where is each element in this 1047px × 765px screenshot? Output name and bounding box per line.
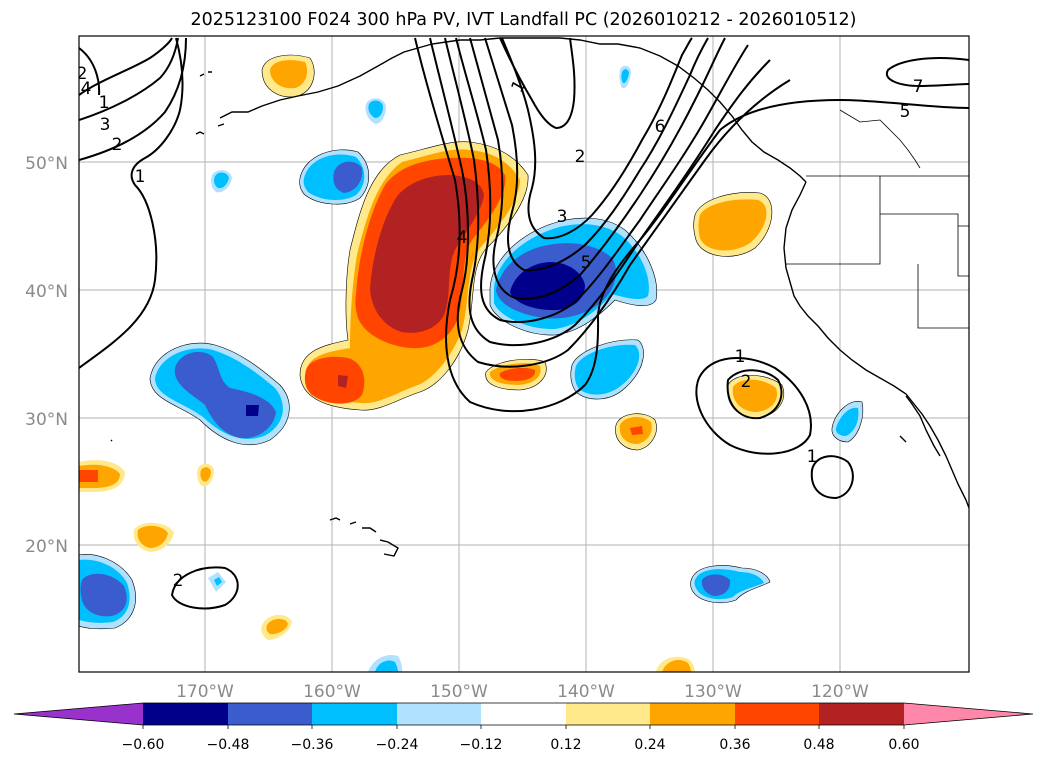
contour-label: 1 — [99, 93, 110, 113]
colorbar-tick-label: 0.36 — [719, 737, 750, 753]
lat-label: 50°N — [25, 154, 68, 174]
political-borders — [786, 109, 969, 329]
contour-label: 2 — [173, 571, 184, 591]
contour-labels: 1 2 3 4 5 6 7 5 4 3 2 1 1 2 1 2 1 2 — [77, 64, 924, 591]
contour-label: 1 — [735, 347, 746, 367]
contour-label: 2 — [575, 147, 586, 167]
contour-label: 6 — [655, 117, 666, 137]
pv-contours — [79, 37, 969, 610]
colorbar-bin — [819, 703, 904, 725]
colorbar-extend-min — [14, 703, 143, 725]
colorbar-tick-label: 0.60 — [888, 737, 919, 753]
lat-label: 20°N — [25, 537, 68, 557]
map-title: 2025123100 F024 300 hPa PV, IVT Landfall… — [190, 10, 857, 30]
contour-label: 7 — [913, 77, 924, 97]
colorbar-tick-label: 0.24 — [634, 737, 665, 753]
coastlines — [110, 37, 969, 557]
lat-label: 30°N — [25, 410, 68, 430]
colorbar-tick-label: −0.36 — [291, 737, 334, 753]
colorbar-tick-label: −0.60 — [122, 737, 165, 753]
colorbar-tick-label: −0.24 — [376, 737, 419, 753]
contour-label: 5 — [581, 253, 592, 273]
colorbar-tick-label: −0.48 — [207, 737, 250, 753]
contour-label: 1 — [807, 447, 818, 467]
lon-label: 160°W — [303, 682, 361, 702]
colorbar-bin — [397, 703, 481, 725]
map-frame — [78, 35, 970, 673]
coastline-hawaii — [329, 517, 399, 557]
colorbar-tick-label: 0.12 — [550, 737, 581, 753]
colorbar-bin — [735, 703, 819, 725]
colorbar-bin — [566, 703, 650, 725]
lon-label: 140°W — [557, 682, 615, 702]
lon-label: 170°W — [176, 682, 234, 702]
colorbar-bin — [481, 703, 566, 725]
contour-label: 2 — [77, 64, 88, 84]
colorbar-tick-label: 0.48 — [803, 737, 834, 753]
colorbar-bin — [312, 703, 397, 725]
anomaly-outlines — [79, 54, 864, 630]
contour-label: 1 — [135, 167, 146, 187]
lon-label: 150°W — [430, 682, 488, 702]
contour-label: 3 — [100, 115, 111, 135]
colorbar: −0.60 −0.48 −0.36 −0.24 −0.12 0.12 0.24 … — [13, 702, 1034, 753]
lon-label: 130°W — [684, 682, 742, 702]
coastline-west-coast — [783, 181, 969, 509]
negative-anomaly-fields — [79, 65, 863, 672]
contour-label: 5 — [900, 102, 911, 122]
colorbar-bin — [650, 703, 735, 725]
coastline-alaska — [219, 37, 807, 183]
longitude-labels: 170°W 160°W 150°W 140°W 130°W 120°W — [176, 682, 869, 702]
colorbar-extend-max — [904, 703, 1033, 725]
contour-label: 3 — [557, 207, 568, 227]
contour-label: 4 — [81, 79, 92, 99]
latitude-labels: 50°N 40°N 30°N 20°N — [25, 154, 68, 557]
colorbar-bin — [228, 703, 312, 725]
map-area: 1 2 3 4 5 6 7 5 4 3 2 1 1 2 1 2 1 2 — [77, 36, 969, 672]
colorbar-bin — [143, 703, 228, 725]
colorbar-tick-label: −0.12 — [460, 737, 503, 753]
contour-label: 2 — [741, 372, 752, 392]
contour-label: 2 — [112, 135, 123, 155]
contour-label: 4 — [457, 228, 468, 248]
lat-label: 40°N — [25, 282, 68, 302]
lon-label: 120°W — [811, 682, 869, 702]
